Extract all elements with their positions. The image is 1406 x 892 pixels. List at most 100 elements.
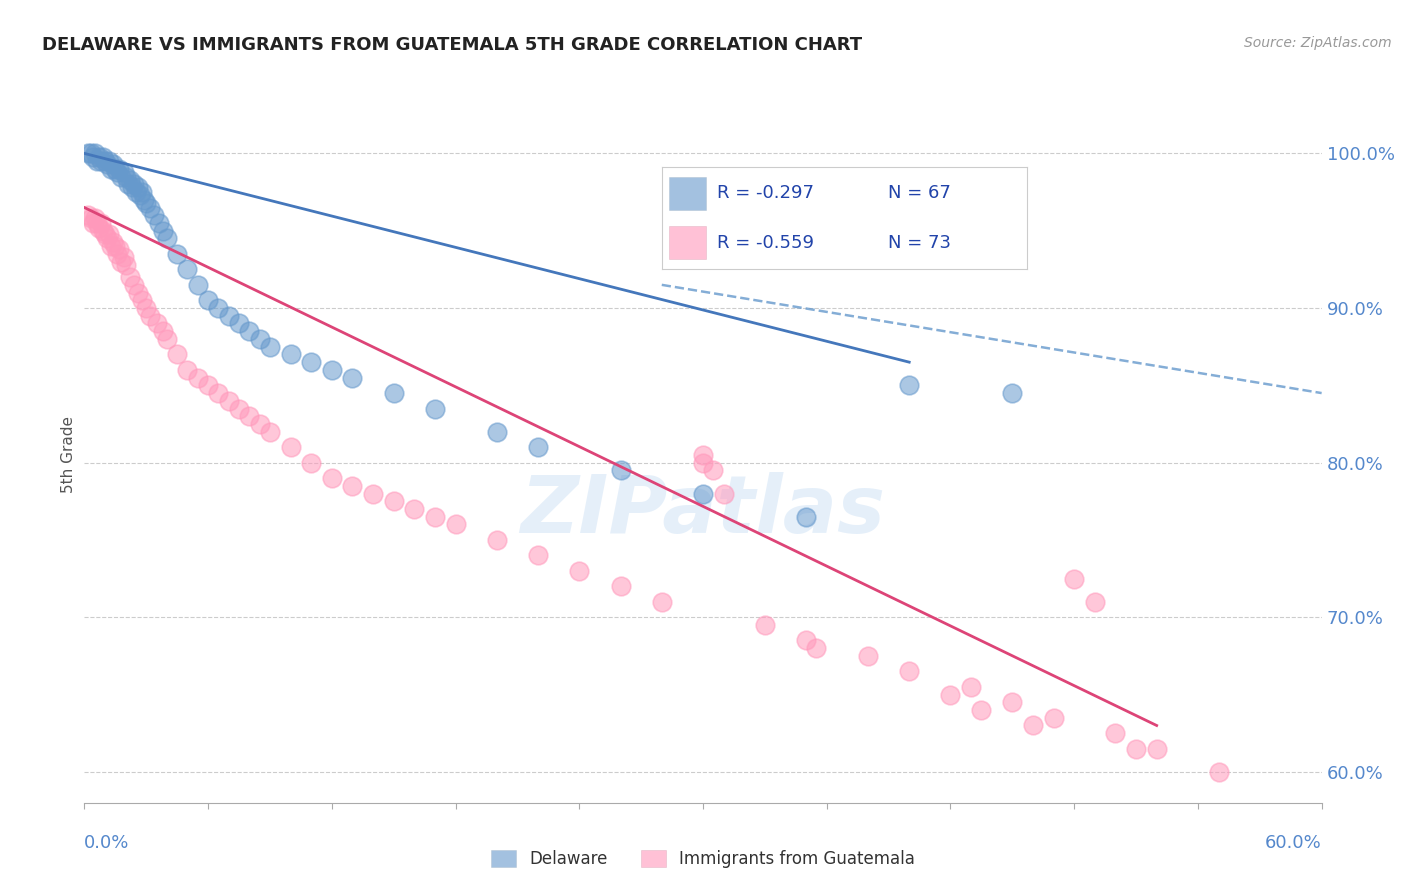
Point — [238, 409, 260, 424]
Text: R = -0.297: R = -0.297 — [717, 185, 814, 202]
Point — [100, 161, 122, 176]
Point — [1084, 595, 1107, 609]
Point — [96, 231, 118, 245]
Point — [249, 332, 271, 346]
Point — [152, 324, 174, 338]
Point — [100, 239, 122, 253]
Point — [112, 165, 135, 179]
Point — [238, 324, 260, 338]
Point — [131, 293, 153, 308]
Point — [1001, 695, 1024, 709]
Point — [485, 425, 508, 439]
Point — [166, 347, 188, 361]
Point — [86, 154, 108, 169]
Point — [98, 154, 121, 169]
Point — [112, 250, 135, 264]
Point — [135, 301, 157, 315]
Point — [87, 220, 110, 235]
Point — [970, 703, 993, 717]
Point — [187, 277, 209, 292]
Legend: Delaware, Immigrants from Guatemala: Delaware, Immigrants from Guatemala — [484, 843, 922, 875]
Point — [259, 340, 281, 354]
Text: ZIPatlas: ZIPatlas — [520, 472, 886, 549]
Point — [187, 370, 209, 384]
Point — [321, 363, 343, 377]
Point — [139, 309, 162, 323]
Point — [299, 456, 322, 470]
Point — [898, 665, 921, 679]
Point — [609, 579, 631, 593]
Point — [218, 309, 240, 323]
Point — [754, 618, 776, 632]
Point — [134, 193, 156, 207]
Point — [110, 169, 132, 184]
Point — [280, 440, 302, 454]
Point — [156, 231, 179, 245]
Text: R = -0.559: R = -0.559 — [717, 234, 814, 252]
Point — [103, 157, 125, 171]
Point — [96, 157, 118, 171]
Point — [122, 178, 145, 192]
Point — [105, 247, 128, 261]
Point — [152, 224, 174, 238]
Point — [90, 154, 112, 169]
Point — [127, 285, 149, 300]
Point — [423, 509, 446, 524]
Point — [1146, 741, 1168, 756]
Point — [148, 216, 170, 230]
Point — [898, 378, 921, 392]
Point — [1104, 726, 1126, 740]
Point — [121, 180, 143, 194]
Point — [125, 185, 148, 199]
Text: N = 73: N = 73 — [889, 234, 952, 252]
Point — [77, 146, 100, 161]
Point — [568, 564, 591, 578]
Point — [404, 502, 426, 516]
Point — [342, 370, 364, 384]
Point — [249, 417, 271, 431]
Point — [197, 293, 219, 308]
Point — [342, 479, 364, 493]
Text: DELAWARE VS IMMIGRANTS FROM GUATEMALA 5TH GRADE CORRELATION CHART: DELAWARE VS IMMIGRANTS FROM GUATEMALA 5T… — [42, 36, 862, 54]
Point — [176, 363, 198, 377]
Point — [382, 386, 405, 401]
Point — [794, 633, 817, 648]
Point — [382, 494, 405, 508]
Point — [692, 456, 714, 470]
Point — [527, 549, 550, 563]
Point — [361, 486, 384, 500]
Point — [114, 169, 136, 184]
Point — [444, 517, 467, 532]
Point — [197, 378, 219, 392]
Point — [423, 401, 446, 416]
Point — [77, 208, 100, 222]
Point — [299, 355, 322, 369]
Point — [1001, 386, 1024, 401]
Point — [94, 227, 117, 241]
Point — [86, 216, 108, 230]
Point — [104, 161, 127, 176]
Point — [527, 440, 550, 454]
Point — [131, 185, 153, 199]
Point — [259, 425, 281, 439]
Point — [794, 509, 817, 524]
Point — [91, 224, 114, 238]
Text: 0.0%: 0.0% — [84, 834, 129, 852]
Point — [108, 242, 131, 256]
Point — [207, 386, 229, 401]
Point — [939, 688, 962, 702]
Point — [1208, 764, 1230, 779]
Point — [207, 301, 229, 315]
Point — [139, 201, 162, 215]
Point — [1022, 718, 1045, 732]
Point — [856, 648, 879, 663]
Text: N = 67: N = 67 — [889, 185, 952, 202]
Point — [806, 641, 828, 656]
Y-axis label: 5th Grade: 5th Grade — [60, 417, 76, 493]
Point — [79, 211, 101, 226]
Point — [609, 463, 631, 477]
Point — [83, 211, 105, 226]
Point — [143, 208, 166, 222]
Point — [98, 227, 121, 241]
Point — [118, 270, 141, 285]
